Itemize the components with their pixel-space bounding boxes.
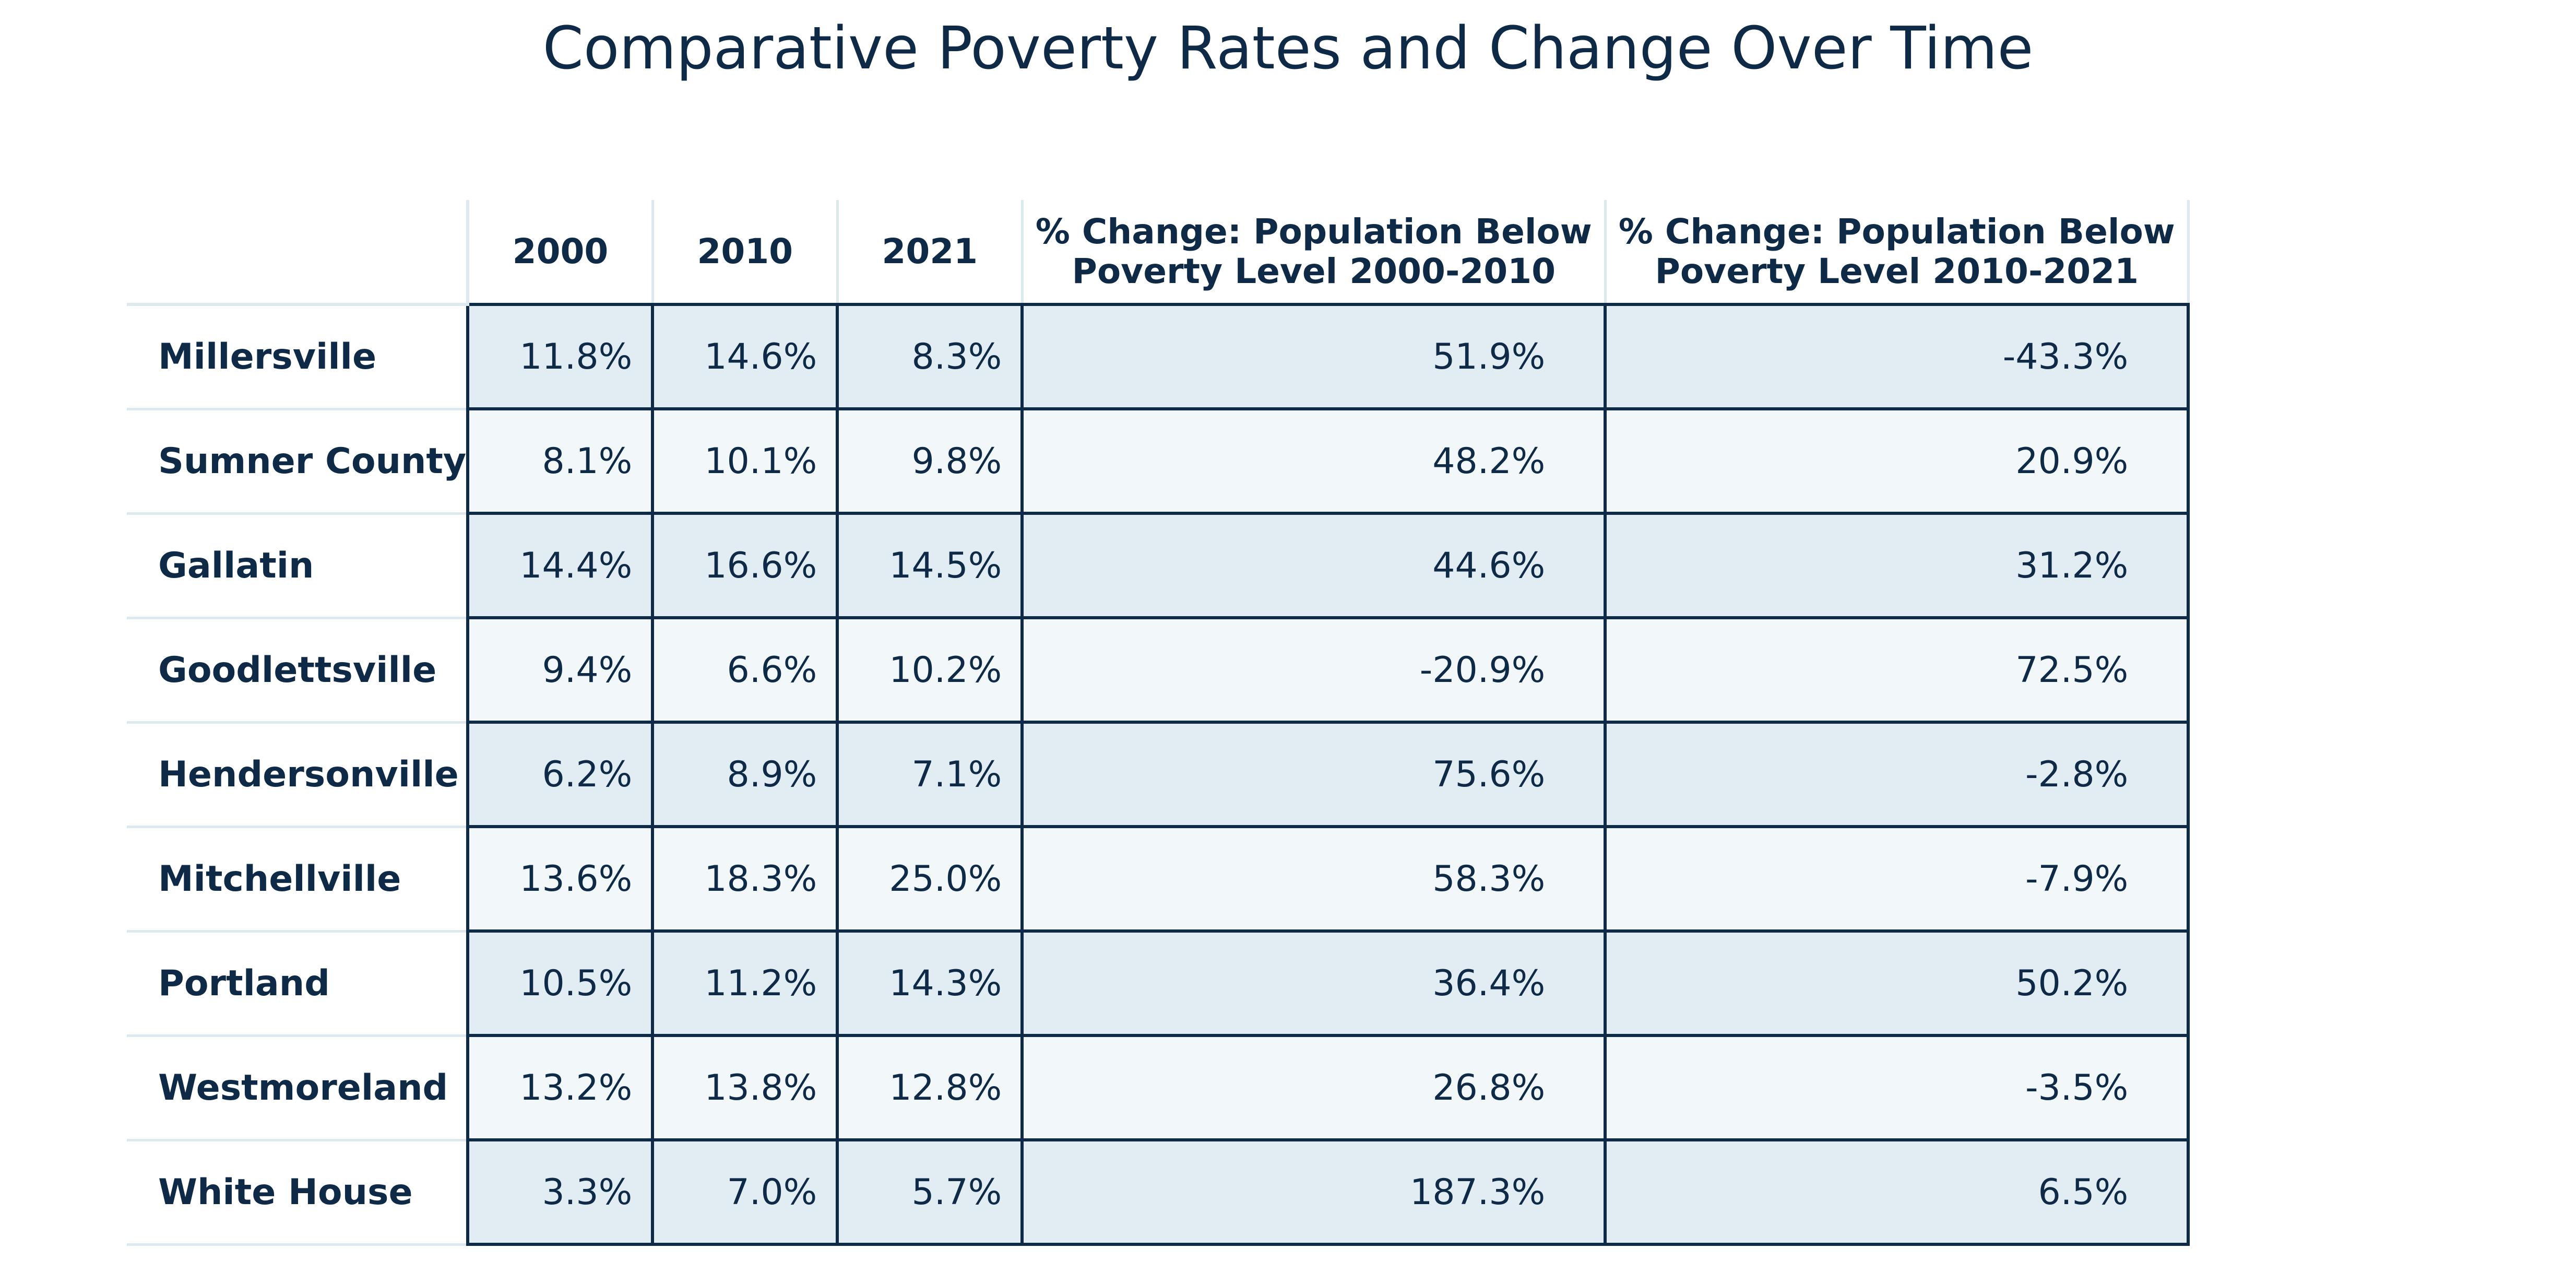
row-label: Mitchellville <box>127 827 470 933</box>
row-label: Portland <box>127 931 470 1037</box>
table-cell: 58.3% <box>1020 825 1607 933</box>
table-cell: 7.0% <box>651 1138 839 1246</box>
table-row: Portland 10.5% 11.2% 14.3% 36.4% 50.2% <box>127 929 2190 1037</box>
table-cell: 31.2% <box>1604 512 2190 619</box>
table-cell: 12.8% <box>836 1034 1024 1141</box>
table-cell: 44.6% <box>1020 512 1607 619</box>
table-cell: -2.8% <box>1604 721 2190 828</box>
column-header: 2000 <box>466 200 654 306</box>
header-corner <box>127 200 470 306</box>
table-cell: 9.8% <box>836 407 1024 515</box>
table-cell: 36.4% <box>1020 929 1607 1037</box>
table-row: Sumner County 8.1% 10.1% 9.8% 48.2% 20.9… <box>127 407 2190 515</box>
header-row: 2000 2010 2021 % Change: Population Belo… <box>127 200 2190 306</box>
table-cell: 10.1% <box>651 407 839 515</box>
table-cell: 8.9% <box>651 721 839 828</box>
table-cell: 11.8% <box>466 303 655 410</box>
table-row: Millersville 11.8% 14.6% 8.3% 51.9% -43.… <box>127 303 2190 410</box>
table-cell: 10.2% <box>836 616 1024 724</box>
table-cell: -3.5% <box>1604 1034 2190 1141</box>
table-cell: 9.4% <box>466 616 655 724</box>
table-row: White House 3.3% 7.0% 5.7% 187.3% 6.5% <box>127 1138 2190 1246</box>
column-header: % Change: Population Below Poverty Level… <box>1020 200 1607 306</box>
table-cell: 51.9% <box>1020 303 1607 410</box>
table-cell: 75.6% <box>1020 721 1607 828</box>
table-cell: 3.3% <box>466 1138 655 1246</box>
table-row: Mitchellville 13.6% 18.3% 25.0% 58.3% -7… <box>127 825 2190 933</box>
table-cell: 72.5% <box>1604 616 2190 724</box>
column-header: 2021 <box>836 200 1024 306</box>
table-cell: 6.2% <box>466 721 655 828</box>
table-cell: 48.2% <box>1020 407 1607 515</box>
row-label: Goodlettsville <box>127 618 470 724</box>
table-cell: 6.6% <box>651 616 839 724</box>
column-header: % Change: Population Below Poverty Level… <box>1604 200 2190 306</box>
table-row: Goodlettsville 9.4% 6.6% 10.2% -20.9% 72… <box>127 616 2190 724</box>
table-cell: 18.3% <box>651 825 839 933</box>
row-label: Gallatin <box>127 513 470 619</box>
table-cell: 13.2% <box>466 1034 655 1141</box>
table-cell: -20.9% <box>1020 616 1607 724</box>
row-label: Millersville <box>127 304 470 410</box>
table-cell: -7.9% <box>1604 825 2190 933</box>
table-cell: 7.1% <box>836 721 1024 828</box>
table-cell: -43.3% <box>1604 303 2190 410</box>
table-cell: 14.3% <box>836 929 1024 1037</box>
table-row: Hendersonville 6.2% 8.9% 7.1% 75.6% -2.8… <box>127 721 2190 828</box>
row-label: Sumner County <box>127 409 470 515</box>
table-cell: 14.4% <box>466 512 655 619</box>
table-cell: 13.8% <box>651 1034 839 1141</box>
poverty-table-container: 2000 2010 2021 % Change: Population Belo… <box>127 200 2190 1246</box>
row-label: Hendersonville <box>127 722 470 828</box>
table-cell: 6.5% <box>1604 1138 2190 1246</box>
table-cell: 11.2% <box>651 929 839 1037</box>
table-row: Gallatin 14.4% 16.6% 14.5% 44.6% 31.2% <box>127 512 2190 619</box>
table-cell: 20.9% <box>1604 407 2190 515</box>
table-cell: 14.5% <box>836 512 1024 619</box>
chart-title: Comparative Poverty Rates and Change Ove… <box>542 15 2034 83</box>
row-label: Westmoreland <box>127 1035 470 1141</box>
poverty-table: 2000 2010 2021 % Change: Population Belo… <box>127 200 2190 1246</box>
column-header: 2010 <box>651 200 839 306</box>
table-cell: 16.6% <box>651 512 839 619</box>
table-cell: 13.6% <box>466 825 655 933</box>
table-cell: 187.3% <box>1020 1138 1607 1246</box>
table-cell: 26.8% <box>1020 1034 1607 1141</box>
table-cell: 50.2% <box>1604 929 2190 1037</box>
table-cell: 10.5% <box>466 929 655 1037</box>
table-cell: 14.6% <box>651 303 839 410</box>
table-cell: 5.7% <box>836 1138 1024 1246</box>
table-cell: 25.0% <box>836 825 1024 933</box>
row-label: White House <box>127 1140 470 1246</box>
table-cell: 8.1% <box>466 407 655 515</box>
table-cell: 8.3% <box>836 303 1024 410</box>
table-row: Westmoreland 13.2% 13.8% 12.8% 26.8% -3.… <box>127 1034 2190 1141</box>
